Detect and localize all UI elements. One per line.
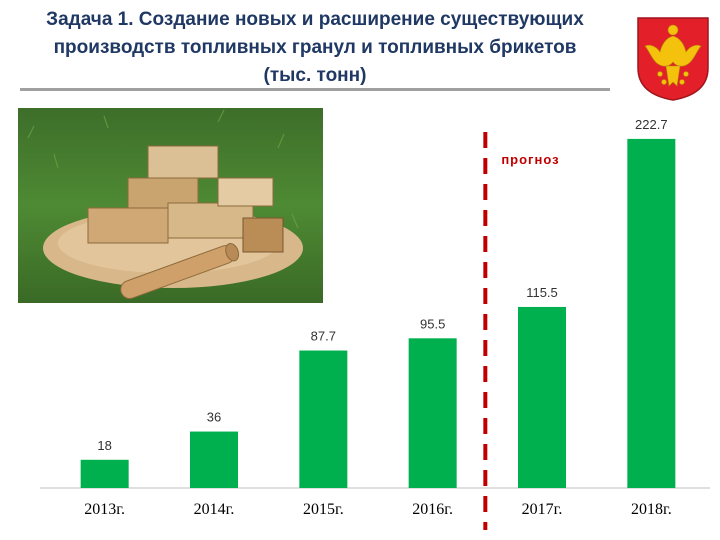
page-title: Задача 1. Создание новых и расширение су… [46,9,584,86]
x-tick-label-0: 2013г. [84,501,125,518]
forecast-label: прогноз [501,152,559,167]
coat-of-arms-icon [637,17,709,101]
x-tick-label-3: 2016г. [412,501,453,518]
bar-value-label-0: 18 [97,438,111,453]
x-tick-label-5: 2018г. [631,501,672,518]
x-tick-label-1: 2014г. [194,501,235,518]
bar-4 [518,306,566,488]
bar-value-label-1: 36 [207,410,221,425]
bar-value-label-3: 95.5 [420,316,445,331]
bar-1 [190,431,238,488]
bar-value-label-2: 87.7 [311,329,336,344]
title-underline [20,88,610,91]
x-tick-label-4: 2017г. [522,501,563,518]
bar-2 [299,350,348,488]
x-tick-label-2: 2015г. [303,501,344,518]
bar-3 [408,338,457,488]
bar-0 [80,459,129,488]
fuel-briquettes-photo [18,108,323,303]
bar-value-label-5: 222.7 [635,117,668,132]
bar-value-label-4: 115.5 [526,285,558,300]
bar-5 [627,138,676,488]
